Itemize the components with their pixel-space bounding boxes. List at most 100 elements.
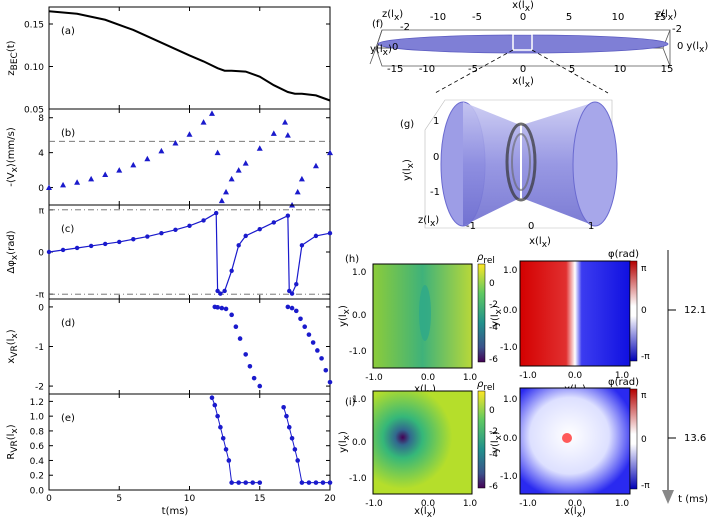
svg-text:-1: -1 [430, 187, 440, 198]
svg-text:1.0: 1.0 [352, 268, 367, 278]
svg-text:-2: -2 [489, 300, 498, 310]
svg-text:φ(rad): φ(rad) [608, 377, 639, 388]
data-point [250, 480, 256, 485]
data-point [46, 184, 52, 191]
data-point [306, 480, 312, 485]
data-point [285, 304, 291, 310]
panel-label: (d) [61, 318, 75, 329]
svg-text:1: 1 [588, 221, 594, 232]
data-point [292, 447, 298, 452]
svg-text:1.0: 1.0 [503, 266, 518, 276]
plot-frame [48, 6, 331, 110]
data-point [220, 436, 226, 441]
data-point [243, 352, 248, 357]
data-point [158, 147, 165, 154]
data-point [289, 305, 295, 311]
svg-text:0.0: 0.0 [568, 499, 583, 509]
svg-text:y(lx): y(lx) [370, 44, 392, 58]
data-point [236, 243, 241, 248]
data-point [208, 110, 215, 116]
svg-text:-1.0: -1.0 [519, 499, 537, 509]
series-line [283, 407, 330, 484]
panel-f: (f) z(lx) -2 y(lx) 0 -15 z(lx) -2 0 y(lx)… [369, 0, 708, 94]
svg-text:1.0: 1.0 [463, 373, 478, 383]
svg-text:-1.0: -1.0 [365, 499, 383, 509]
svg-text:0.0: 0.0 [352, 311, 367, 321]
data-point [313, 480, 319, 485]
x-tick-label: 5 [116, 494, 122, 504]
svg-text:-15: -15 [387, 64, 403, 75]
x-tick-label: 10 [612, 12, 625, 23]
svg-text:12.1: 12.1 [684, 305, 706, 316]
panel-g-frame [424, 99, 613, 229]
colorbar-phi-h [629, 260, 638, 362]
svg-text:13.6: 13.6 [684, 433, 706, 444]
panel-c: (c) Δφx(rad) π 0 -π [6, 204, 333, 301]
svg-text:x(lx): x(lx) [512, 76, 534, 90]
panel-i-label: (i) [345, 397, 356, 408]
data-point [327, 379, 333, 385]
panel-h-label: (h) [345, 254, 359, 265]
data-point [215, 305, 220, 310]
y-axis-label: zBEC(t) [6, 40, 20, 75]
svg-text:π: π [641, 391, 647, 401]
y-tick-label: 1.0 [30, 413, 45, 423]
svg-text:y(lx): y(lx) [338, 305, 352, 327]
data-point [130, 161, 137, 168]
data-point [327, 480, 333, 485]
x-tick-label: 15 [654, 12, 667, 23]
zoom-box [512, 33, 533, 51]
data-point [247, 363, 253, 369]
data-point [235, 167, 242, 173]
data-point [319, 356, 324, 361]
plot-frame [48, 298, 331, 395]
svg-text:ρrel: ρrel [477, 252, 495, 266]
y-tick-label: π [39, 206, 45, 216]
data-point [60, 247, 66, 253]
svg-text:0: 0 [641, 435, 647, 445]
data-point [209, 395, 215, 400]
data-point [200, 119, 207, 125]
data-point [323, 367, 329, 373]
data-point [187, 223, 192, 229]
data-point [103, 241, 108, 247]
svg-text:-1.0: -1.0 [519, 371, 537, 381]
data-point [294, 188, 301, 195]
svg-text:1.0: 1.0 [615, 499, 630, 509]
colorbar-rho-h [477, 263, 486, 363]
data-point [131, 237, 136, 242]
data-point [327, 231, 333, 236]
y-tick-label: 8 [38, 114, 44, 124]
y-tick-label: -π [35, 291, 44, 301]
svg-text:π: π [641, 264, 647, 274]
condensate-ellipsoid [377, 34, 669, 54]
x-tick-label: -5 [468, 64, 478, 75]
vortex-ring [505, 122, 537, 202]
svg-text:-2: -2 [400, 22, 410, 33]
data-point [298, 175, 305, 182]
y-tick-label: 0.10 [24, 63, 44, 73]
svg-text:-π: -π [641, 352, 650, 362]
svg-text:ρrel: ρrel [477, 379, 495, 393]
x-tick-label: 15 [661, 64, 674, 75]
svg-text:0: 0 [528, 221, 534, 232]
data-point [159, 231, 164, 236]
svg-text:-1.0: -1.0 [349, 347, 367, 357]
data-point [46, 249, 52, 255]
data-point [218, 424, 223, 430]
svg-text:0: 0 [641, 306, 647, 316]
data-point [223, 306, 229, 312]
y-tick-label: 0 [38, 184, 44, 194]
data-point [229, 480, 234, 485]
svg-text:z(lx): z(lx) [418, 215, 439, 229]
data-point [236, 480, 241, 485]
x-tick-label: -10 [430, 12, 446, 23]
data-point [327, 149, 333, 156]
data-point [226, 458, 232, 463]
series-line [211, 397, 260, 484]
data-point [293, 308, 299, 314]
panel-h: (h) ρrel 0 -2 -4 -6 y(lx) 1.0 0.0 -1.0 -… [338, 249, 650, 398]
data-point [313, 233, 319, 239]
svg-text:-4: -4 [489, 323, 498, 333]
